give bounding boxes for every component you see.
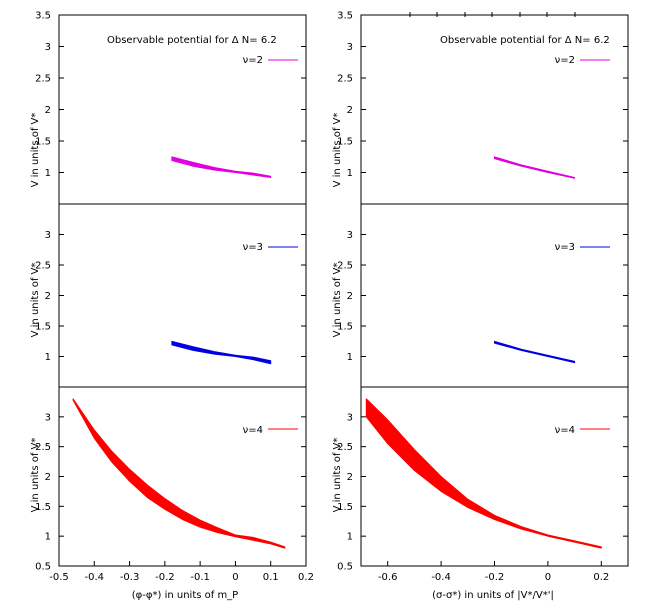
y-tick-label-top-left: 3.5 (35, 11, 51, 22)
y-tick-label-bottom-right: 1 (347, 532, 353, 543)
title-top-right: Observable potential for Δ N= 6.2 (440, 35, 610, 46)
panel-bottom-right: V in units of V* ν=4 (σ-σ*) in units of … (332, 386, 629, 601)
data-band-bottom-right (365, 398, 602, 549)
y-tick-label-bottom-left: 1.5 (35, 502, 51, 513)
plot-frame-bottom-right (360, 386, 629, 567)
legend-label-top-right: ν=2 (555, 55, 575, 66)
data-band-bottom-left (72, 398, 286, 549)
ylabel-middle-left: V in units of V* (30, 263, 41, 338)
y-tick-label-bottom-right: 2 (347, 472, 353, 483)
y-tick-label-top-left: 1 (45, 168, 51, 179)
y-tick-label-top-left: 2 (45, 105, 51, 116)
x-tick-label-bottom-left: -0.4 (85, 572, 105, 583)
y-tick-label-middle-left: 1 (45, 352, 51, 363)
x-tick-label-bottom-left: 0 (232, 572, 238, 583)
y-tick-label-top-right: 3 (347, 42, 353, 53)
title-top-left: Observable potential for Δ N= 6.2 (107, 35, 277, 46)
x-tick-label-bottom-left: 0.1 (263, 572, 279, 583)
y-tick-label-bottom-left: 1 (45, 532, 51, 543)
plot-frame-middle-right (360, 203, 629, 388)
x-tick-label-bottom-right: -0.2 (485, 572, 505, 583)
legend-label-top-left: ν=2 (243, 55, 263, 66)
ylabel-middle-right: V in units of V* (332, 263, 343, 338)
data-band-top-right (494, 156, 576, 179)
panel-middle-right: V in units of V* ν=3 1 1.5 2 2.5 3 (332, 203, 629, 388)
ylabel-top-left: V in units of V* (30, 113, 41, 188)
x-tick-label-bottom-right: 0.2 (593, 572, 609, 583)
y-tick-label-middle-left: 1.5 (35, 322, 51, 333)
data-band-top-left (171, 156, 272, 178)
panel-middle-left: V in units of V* ν=3 1 1.5 2 2.5 3 (30, 203, 307, 388)
x-tick-label-bottom-left: -0.1 (190, 572, 210, 583)
x-tick-label-bottom-left: -0.5 (49, 572, 69, 583)
y-tick-label-bottom-right: 0.5 (337, 562, 353, 573)
y-tick-label-top-right: 1 (347, 168, 353, 179)
y-tick-label-middle-right: 1 (347, 352, 353, 363)
ylabel-top-right: V in units of V* (332, 113, 343, 188)
panel-bottom-left: V in units of V* ν=4 (φ-φ*) in units of … (30, 386, 314, 601)
y-tick-label-middle-right: 3 (347, 230, 353, 241)
y-tick-label-top-right: 2.5 (337, 74, 353, 85)
y-tick-label-bottom-left: 3 (45, 412, 51, 423)
plot-frame-middle-left (58, 203, 307, 388)
y-tick-label-bottom-right: 2.5 (337, 442, 353, 453)
x-tick-label-bottom-left: -0.3 (120, 572, 140, 583)
y-tick-label-bottom-left: 2.5 (35, 442, 51, 453)
plot-frame-bottom-left (58, 386, 307, 567)
y-tick-label-middle-right: 1.5 (337, 322, 353, 333)
y-tick-label-top-right: 2 (347, 105, 353, 116)
x-tick-label-bottom-right: -0.6 (378, 572, 398, 583)
legend-label-middle-right: ν=3 (555, 242, 575, 253)
x-tick-label-bottom-left: 0.2 (298, 572, 314, 583)
y-tick-label-middle-left: 2 (45, 291, 51, 302)
y-tick-label-middle-right: 2.5 (337, 261, 353, 272)
y-tick-label-bottom-left: 2 (45, 472, 51, 483)
x-tick-label-bottom-right: -0.4 (431, 572, 451, 583)
data-band-middle-left (171, 340, 272, 365)
y-tick-label-top-left: 3 (45, 42, 51, 53)
y-tick-label-top-left: 2.5 (35, 74, 51, 85)
y-tick-label-bottom-left: 0.5 (35, 562, 51, 573)
y-tick-label-top-right: 3.5 (337, 11, 353, 22)
legend-label-bottom-right: ν=4 (555, 425, 575, 436)
xlabel-bottom-right: (σ-σ*) in units of |V*/V*'| (432, 590, 554, 601)
y-tick-label-top-left: 1.5 (35, 137, 51, 148)
y-tick-label-middle-left: 3 (45, 230, 51, 241)
ylabel-bottom-left: V in units of V* (30, 438, 41, 513)
x-tick-label-bottom-right: 0 (545, 572, 551, 583)
y-tick-label-middle-right: 2 (347, 291, 353, 302)
xlabel-bottom-left: (φ-φ*) in units of m_P (132, 590, 238, 601)
panel-top-right: Observable potential for Δ N= 6.2 V in u… (332, 11, 629, 205)
panel-top-left: Observable potential for Δ N= 6.2 V in u… (30, 11, 307, 205)
x-tick-label-bottom-left: -0.2 (155, 572, 175, 583)
legend-label-middle-left: ν=3 (243, 242, 263, 253)
data-band-middle-right (494, 340, 576, 364)
y-tick-label-bottom-right: 1.5 (337, 502, 353, 513)
ylabel-bottom-right: V in units of V* (332, 438, 343, 513)
y-tick-label-bottom-right: 3 (347, 412, 353, 423)
y-tick-label-top-right: 1.5 (337, 137, 353, 148)
legend-label-bottom-left: ν=4 (243, 425, 263, 436)
y-tick-label-middle-left: 2.5 (35, 261, 51, 272)
